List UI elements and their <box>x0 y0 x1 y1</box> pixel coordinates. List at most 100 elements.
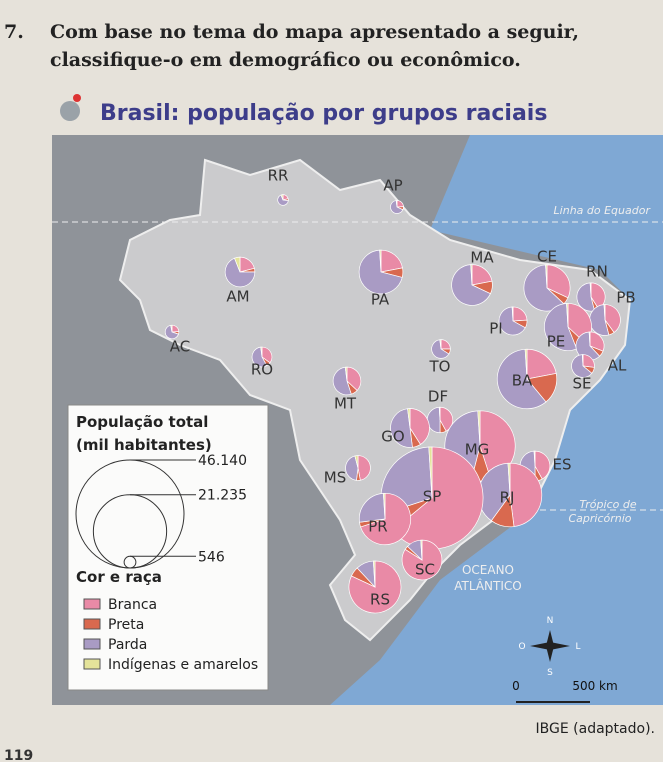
map: Linha do Equador Trópico de Capricórnio … <box>52 135 663 705</box>
state-label: PI <box>489 320 502 338</box>
legend-size-label: 46.140 <box>198 453 247 469</box>
pie-slice <box>420 539 423 561</box>
legend-label: Parda <box>108 637 147 653</box>
state-label: SP <box>423 488 442 506</box>
legend-size-label: 21.235 <box>198 488 247 504</box>
pie-slice <box>345 455 359 481</box>
map-title: Brasil: população por grupos raciais <box>100 101 547 126</box>
legend-swatch <box>83 598 101 610</box>
pie-slice <box>354 455 359 469</box>
pie-slice <box>372 560 376 588</box>
pie-slice <box>566 303 569 328</box>
pie-slice <box>395 200 398 208</box>
state-label: PE <box>547 333 566 351</box>
pie-slice <box>498 306 526 336</box>
tropic-label: Capricórnio <box>568 512 631 525</box>
question-number: 7. <box>4 21 24 43</box>
pie-slice <box>170 324 173 333</box>
equator-label: Linha do Equador <box>554 204 652 217</box>
pie-slice <box>383 492 386 520</box>
pie-slice <box>164 324 179 340</box>
legend-size-label: 546 <box>198 549 225 565</box>
state-label: MA <box>470 249 494 267</box>
scale-end: 500 km <box>572 679 617 693</box>
pie-slice <box>451 264 491 306</box>
pie-slice <box>261 346 273 364</box>
pie-slice <box>357 455 371 481</box>
legend-label: Preta <box>108 617 144 633</box>
state-label: MS <box>324 469 346 487</box>
state-label: RN <box>586 263 608 281</box>
legend-swatch <box>83 638 101 650</box>
pie-slice <box>604 304 621 333</box>
globe-icon <box>60 101 80 121</box>
state-label: PA <box>371 291 390 309</box>
compass-l: L <box>575 642 580 652</box>
pie-slice <box>260 346 263 358</box>
state-label: RR <box>268 167 289 185</box>
pie-slice <box>546 264 571 299</box>
source: IBGE (adaptado). <box>536 721 655 737</box>
pie-slice <box>526 348 557 380</box>
pin-icon <box>73 94 81 102</box>
pie-slice <box>344 366 348 382</box>
pie-slice <box>545 264 548 289</box>
pie-slice <box>507 462 511 496</box>
state-label: AP <box>383 177 402 195</box>
page-number: 119 <box>4 748 33 762</box>
state-label: AL <box>608 357 627 375</box>
pie-slice <box>428 446 433 499</box>
tropic-label: Trópico de <box>579 498 636 511</box>
compass-rose <box>530 642 570 650</box>
state-label: RS <box>370 591 390 609</box>
state-label: TO <box>429 358 451 376</box>
pie-slice <box>346 366 362 391</box>
state-label: CE <box>537 248 557 266</box>
legend-swatch <box>83 618 101 630</box>
compass: N S L O <box>518 616 580 678</box>
compass-n: N <box>547 616 554 626</box>
pie-slice <box>438 406 441 421</box>
legend-color-title: Cor e raça <box>76 568 162 586</box>
state-label: MG <box>465 441 490 459</box>
scale-start: 0 <box>512 679 520 693</box>
question-line: classifique-o em demográfico ou econômic… <box>50 49 521 71</box>
compass-o: O <box>518 642 525 652</box>
state-label: MT <box>334 395 357 413</box>
ocean-label: ATLÂNTICO <box>454 578 521 593</box>
pie-slice <box>544 303 578 351</box>
pie-slice <box>470 264 473 286</box>
pie-slice <box>581 354 584 367</box>
pie-slice <box>390 408 413 448</box>
pie-slice <box>332 366 352 396</box>
pie-slice <box>589 331 605 352</box>
state-label: ES <box>553 456 572 474</box>
pie-slice <box>277 194 289 206</box>
state-label: SC <box>415 561 435 579</box>
pie-slice <box>234 256 241 273</box>
state-label: BA <box>512 372 533 390</box>
pie-slice <box>407 408 411 429</box>
pie-slice <box>439 339 442 350</box>
pie-slice <box>575 331 601 361</box>
pie-slice <box>224 257 256 288</box>
pie-slice <box>477 410 481 447</box>
pie-slice <box>603 304 606 321</box>
state-label: RO <box>251 361 273 379</box>
legend-box <box>67 404 269 691</box>
state-label: SE <box>573 375 592 393</box>
pie-slice <box>496 348 547 410</box>
pie-slice <box>588 331 591 347</box>
pie-slice <box>571 354 593 378</box>
question-line: Com base no tema do mapa apresentado a s… <box>50 21 579 43</box>
legend-label: Indígenas e amarelos <box>108 657 258 673</box>
pie-slice <box>576 282 595 312</box>
state-label: AC <box>170 338 190 356</box>
legend-size-title: (mil habitantes) <box>76 436 212 454</box>
state-label: DF <box>428 388 448 406</box>
pie-slice <box>511 306 514 322</box>
pie-slice <box>533 450 536 467</box>
pie-slice <box>524 348 528 380</box>
state-label: RJ <box>500 489 515 507</box>
